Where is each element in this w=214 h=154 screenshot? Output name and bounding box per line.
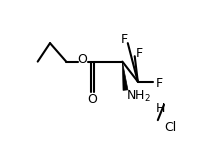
- Text: O: O: [88, 93, 97, 106]
- Text: F: F: [135, 47, 143, 60]
- Polygon shape: [122, 62, 128, 90]
- Text: H: H: [155, 102, 165, 115]
- Text: F: F: [156, 77, 163, 90]
- Text: Cl: Cl: [165, 121, 177, 134]
- Text: O: O: [78, 53, 88, 66]
- Text: NH$_2$: NH$_2$: [126, 89, 151, 104]
- Text: F: F: [121, 33, 128, 46]
